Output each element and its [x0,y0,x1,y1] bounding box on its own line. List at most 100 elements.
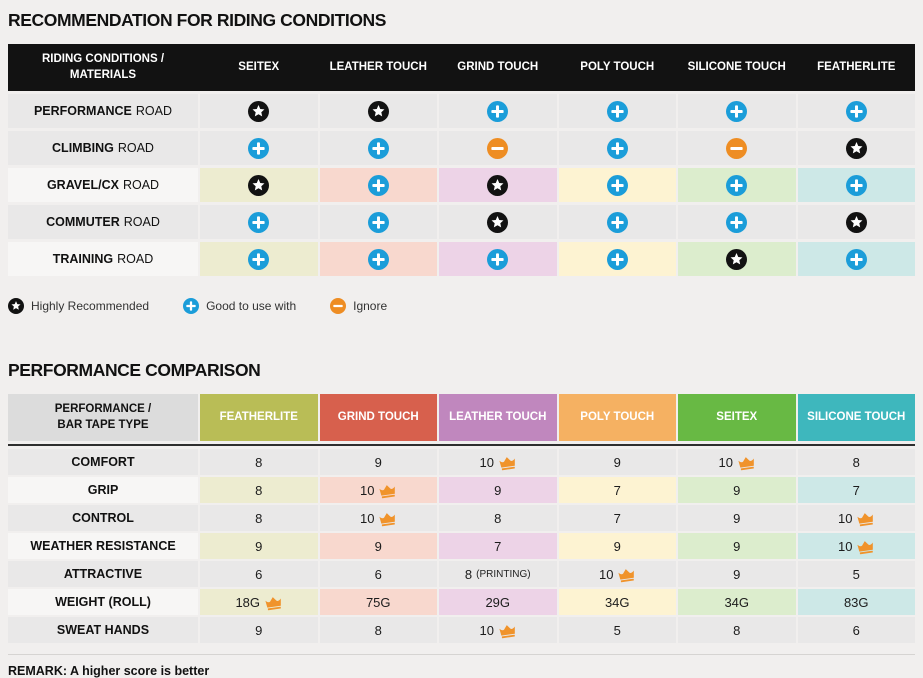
plus-icon [606,137,628,159]
score-value: 8 [494,510,502,526]
score-value-wrap: 34G [605,595,630,610]
score-value: 83G [843,594,869,610]
score-cell: 10 [439,617,557,643]
score-cell: 83G [797,589,915,615]
performance-table-row: ATTRACTIVE 6 6 8 (PRINTING) 10 9 5 [8,561,915,587]
score-cell: 8 [439,505,557,531]
crown-icon [618,567,637,582]
score-value-wrap: 83G [844,595,869,610]
score-value-wrap: 8 [255,511,262,526]
performance-row-label-text: SWEAT HANDS [56,623,150,637]
riding-row-label-bold: GRAVEL/CX [46,178,119,192]
score-value-wrap: 10 [838,511,874,526]
star-icon [726,248,748,270]
score-value-wrap: 34G [724,595,749,610]
riding-table-row: GRAVEL/CX ROAD [8,168,915,202]
score-cell: 9 [558,533,676,559]
performance-row-label: CONTROL [8,505,198,531]
score-cell: 7 [797,477,915,503]
riding-row-label-bold: TRAINING [52,252,114,266]
performance-table-row: COMFORT 8 9 10 9 10 8 [8,449,915,475]
riding-row-label-rest: ROAD [123,215,160,229]
score-cell: 29G [439,589,557,615]
plus-icon [487,100,509,122]
riding-row-label-bold: PERFORMANCE [33,104,132,118]
score-value-wrap: 10 [719,455,755,470]
crown-icon [264,595,283,610]
star-icon [845,211,867,233]
score-value: 8 [255,482,263,498]
score-cell: 9 [319,449,437,475]
riding-conditions-table-header: RIDING CONDITIONS / MATERIALS SEITEX LEATH… [8,44,915,91]
score-cell: 9 [678,561,796,587]
recommendation-cell [200,205,318,239]
score-value-wrap: 7 [853,483,860,498]
score-value: 6 [852,622,860,638]
score-cell: 8 [319,617,437,643]
plus-icon [606,100,628,122]
plus-icon [845,100,867,122]
riding-header-corner: RIDING CONDITIONS / MATERIALS [41,52,165,81]
riding-row-label: PERFORMANCE ROAD [8,94,198,128]
score-value-wrap: 10 [599,567,635,582]
score-cell: 8 (PRINTING) [439,561,557,587]
score-cell: 8 [797,449,915,475]
performance-table-body: COMFORT 8 9 10 9 10 8 GRIP 8 10 9 7 9 7 CONTROL 8 10 8 7 9 1… [8,449,915,643]
plus-icon [726,100,748,122]
score-cell: 9 [558,449,676,475]
score-value-wrap: 9 [375,539,382,554]
plus-icon [248,137,270,159]
score-value: 7 [494,538,502,554]
score-cell: 10 [319,477,437,503]
score-value-wrap: 5 [614,623,621,638]
score-value: 9 [255,622,263,638]
score-value-wrap: 8 (PRINTING) [465,567,531,582]
riding-row-label-rest: ROAD [117,141,154,155]
score-value: 9 [733,482,741,498]
score-value-wrap: 7 [614,511,621,526]
legend-item-highly-recommended: Highly Recommended [8,297,149,314]
plus-icon [606,248,628,270]
score-value-wrap: 7 [614,483,621,498]
score-cell: 10 [678,449,796,475]
performance-header-col-2: GRIND TOUCH [319,394,437,441]
ignore-minus-icon [330,297,347,314]
score-cell: 10 [319,505,437,531]
score-value-wrap: 9 [733,511,740,526]
plus-icon [606,174,628,196]
recommendation-cell [797,131,915,165]
score-cell: 10 [558,561,676,587]
recommendation-cell [439,168,557,202]
legend-label: Ignore [353,298,388,313]
recommendation-cell [200,168,318,202]
recommendation-cell [558,242,676,276]
crown-icon [498,623,517,638]
score-value-wrap: 9 [255,623,262,638]
recommendation-cell [319,131,437,165]
score-value: 10 [479,454,494,470]
score-value-wrap: 75G [366,595,391,610]
score-cell: 8 [200,505,318,531]
score-cell: 5 [797,561,915,587]
riding-row-label: COMMUTER ROAD [8,205,198,239]
riding-table-row: TRAINING ROAD [8,242,915,276]
score-value: 7 [613,482,621,498]
riding-row-label-rest: ROAD [117,252,154,266]
riding-row-label-rest: ROAD [122,178,160,192]
recommendation-cell [439,131,557,165]
score-value-wrap: 9 [494,483,501,498]
score-value: 8 [374,622,382,638]
score-cell: 75G [319,589,437,615]
recommendation-cell [678,242,796,276]
score-cell: 34G [558,589,676,615]
score-value: 9 [733,538,741,554]
score-value: 8 [255,454,263,470]
score-value: 7 [852,482,860,498]
star-icon [248,100,270,122]
score-value-wrap: 9 [614,455,621,470]
score-value: 10 [479,622,494,638]
star-icon [845,137,867,159]
highly-recommended-star-icon [8,297,24,314]
score-value-wrap: 6 [375,567,382,582]
score-value-wrap: 10 [360,483,396,498]
